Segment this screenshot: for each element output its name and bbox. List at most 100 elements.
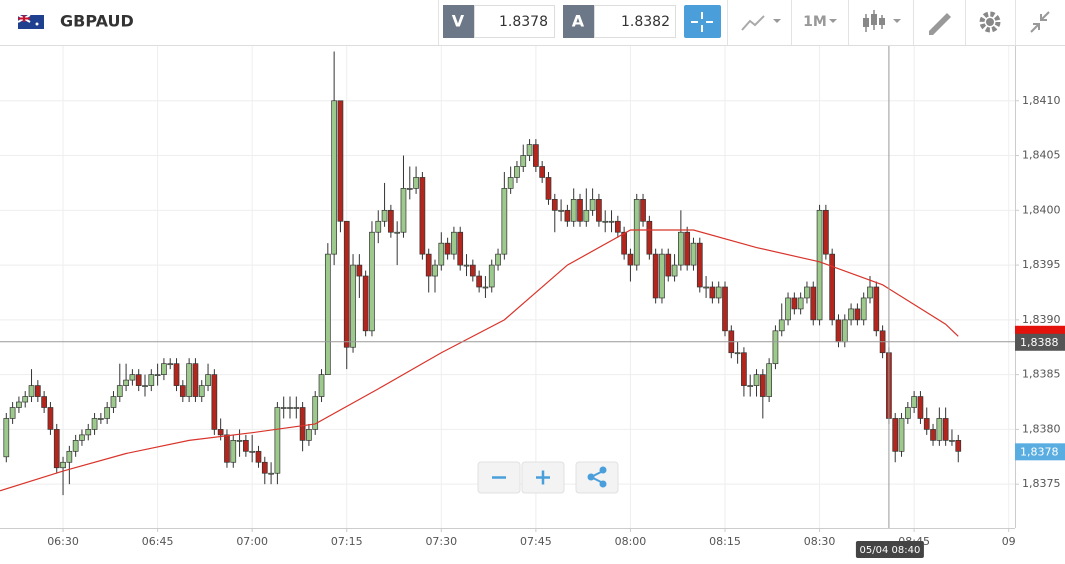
candle-body-up: [558, 209, 564, 212]
ask-button[interactable]: [563, 5, 594, 38]
candle-body-down: [135, 374, 142, 386]
candle-body-up: [375, 220, 382, 233]
y-tick-label: 1,8395: [1022, 258, 1061, 271]
candle-body-up: [602, 220, 609, 223]
candle-body-up: [785, 297, 791, 321]
candle-body-up: [91, 418, 98, 430]
candle-body-down: [684, 231, 691, 266]
candle-body-up: [778, 319, 785, 332]
share-button[interactable]: [575, 461, 619, 494]
x-tick-label: 06:45: [142, 535, 174, 548]
candle-body-up: [66, 450, 73, 463]
candle-body-down: [627, 253, 634, 266]
candle-body-up: [394, 231, 401, 234]
dropdown-arrow[interactable]: [893, 19, 901, 23]
axis-corner: [1016, 529, 1065, 564]
candle-body-down: [299, 407, 306, 441]
x-tick-label: 07:15: [331, 535, 363, 548]
dropdown-arrow[interactable]: [773, 19, 781, 23]
candle-body-up: [9, 407, 16, 419]
candle-body-down: [696, 242, 703, 288]
candle-body-down: [829, 253, 836, 321]
zoom-in-icon: [536, 470, 550, 485]
flag-star: [35, 22, 39, 26]
candle-body-down: [810, 286, 817, 321]
candle-body-up: [678, 231, 684, 266]
crosshair-button[interactable]: [684, 5, 721, 38]
bid-price: 1.8378: [499, 14, 548, 30]
bid-button[interactable]: [443, 5, 474, 38]
candle-body-down: [665, 253, 672, 277]
candle-body-up: [949, 440, 955, 442]
draw-icon[interactable]: [929, 13, 951, 35]
candle-body-up: [507, 177, 514, 189]
candle-body-up: [797, 297, 804, 310]
candle-body-down: [930, 429, 936, 441]
share-icon-node: [599, 466, 607, 474]
candle-body-up: [608, 220, 615, 223]
candle-body-up: [804, 286, 810, 299]
candle-body-up: [230, 440, 237, 463]
bid-box: [474, 5, 555, 38]
candle-body-up: [488, 264, 495, 288]
candle-body-down: [917, 396, 924, 419]
candle-body-up: [85, 429, 92, 436]
fullscreen-icon[interactable]: [1030, 11, 1050, 33]
candle-body-down: [41, 396, 47, 408]
moving-average: [0, 229, 959, 492]
candle-body-down: [823, 209, 829, 255]
crosshair-price-label: 1,8388: [1020, 336, 1059, 349]
candle-body-up: [703, 286, 709, 289]
settings-icon-core[interactable]: [986, 18, 994, 26]
indicator-icon[interactable]: [741, 15, 765, 31]
candle-body-down: [577, 199, 583, 222]
candle-body-up: [280, 407, 287, 409]
candle-body-up: [514, 166, 520, 178]
crosshair-price-box: [1015, 333, 1065, 351]
candle-body-down: [545, 177, 552, 200]
dropdown-arrow[interactable]: [829, 19, 837, 23]
axes: 1,8375 1,8380 1,8385 1,8390 1,8395 1,8400 1,84…: [47, 94, 1065, 564]
candle-body-up: [816, 209, 823, 321]
candle-body-up: [3, 418, 10, 458]
candle-body-up: [142, 385, 148, 387]
candle-body-down: [211, 374, 218, 430]
candle-body-down: [261, 461, 268, 474]
candle-body-up: [463, 264, 470, 267]
candle-body-down: [551, 199, 558, 211]
candle-body-down: [646, 220, 653, 255]
candle-body-down: [533, 144, 539, 167]
flag-icon: [17, 14, 44, 29]
candle-body-up: [274, 407, 281, 474]
candle-body-down: [337, 100, 344, 222]
candle-body-up: [331, 100, 337, 255]
candle-body-up: [28, 385, 35, 397]
candle-body-down: [640, 199, 646, 222]
candle-body-down: [614, 220, 621, 233]
candle-body-up: [904, 407, 911, 419]
candle-body-up: [116, 385, 123, 397]
candle-body-down: [835, 319, 842, 343]
y-tick-label: 1,8375: [1022, 477, 1061, 490]
candle-body-up: [60, 461, 66, 469]
candle-body-up: [659, 253, 665, 299]
candle-body-up: [22, 396, 29, 403]
candle-body-down: [854, 308, 861, 321]
candle-body-up: [400, 188, 407, 233]
settings-icon[interactable]: [979, 11, 1001, 33]
candle-body-down: [652, 253, 659, 299]
candle-body-up: [306, 429, 312, 441]
candle-body-down: [469, 264, 476, 277]
crosshair-time-box: [855, 541, 924, 558]
zoom-controls: [477, 461, 619, 494]
separator: [913, 0, 914, 45]
candle-icon[interactable]: [863, 14, 885, 27]
candle-body-up: [104, 407, 111, 419]
y-tick-label: 1,8385: [1022, 368, 1061, 381]
y-tick-label: 1,8380: [1022, 422, 1061, 435]
candle-body-up: [324, 253, 331, 375]
y-tick-label: 1,8405: [1022, 149, 1061, 162]
separator: [848, 0, 849, 45]
timeframe[interactable]: 1M: [803, 14, 827, 30]
x-tick-label: 06:30: [47, 535, 79, 548]
